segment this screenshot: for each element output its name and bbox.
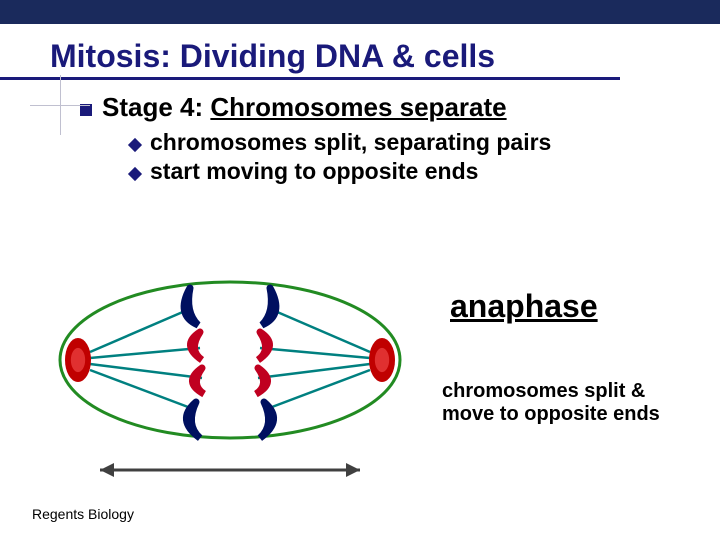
sub-bullet-list: chromosomes split, separating pairs star… — [80, 123, 680, 187]
phase-desc-line1: chromosomes split & — [442, 380, 645, 402]
bullet-row-1: chromosomes split, separating pairs — [130, 129, 680, 158]
stage-prefix: Stage 4: — [102, 92, 210, 122]
bullet-2-text: start moving to opposite ends — [150, 158, 478, 185]
crosshair-decoration — [30, 75, 90, 135]
cell-svg — [40, 260, 420, 490]
top-bar — [0, 0, 720, 24]
diamond-bullet-icon — [128, 138, 142, 152]
phase-desc-line2: move to opposite ends — [442, 403, 660, 425]
stage-text: Stage 4: Chromosomes separate — [102, 92, 507, 123]
stage-name: Chromosomes separate — [210, 92, 506, 122]
content-area: Stage 4: Chromosomes separate chromosome… — [0, 80, 720, 187]
bullet-row-2: start moving to opposite ends — [130, 158, 680, 187]
footer-text: Regents Biology — [32, 506, 134, 522]
phase-name-label: anaphase — [450, 288, 598, 325]
cell-diagram — [40, 260, 420, 490]
phase-description: chromosomes split & move to opposite end… — [442, 380, 660, 426]
bullet-1-text: chromosomes split, separating pairs — [150, 129, 551, 156]
diamond-bullet-icon — [128, 167, 142, 181]
stage-heading: Stage 4: Chromosomes separate — [80, 92, 680, 123]
slide-title: Mitosis: Dividing DNA & cells — [0, 24, 620, 80]
